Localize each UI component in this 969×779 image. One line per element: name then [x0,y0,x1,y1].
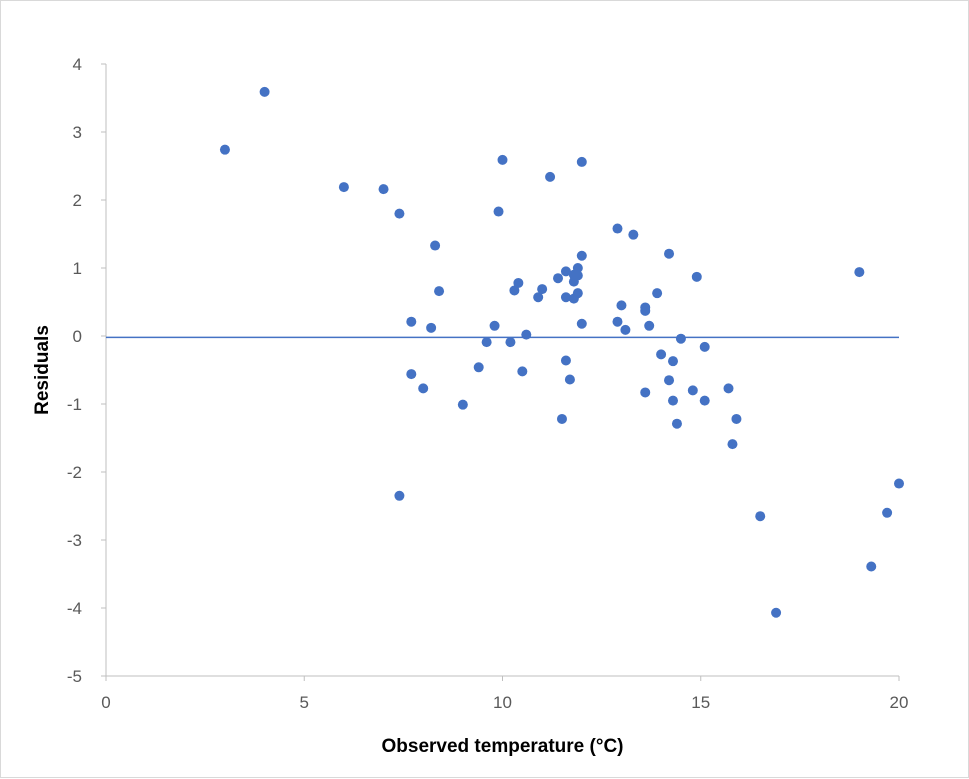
x-tick-label: 20 [890,693,909,712]
y-tick-label: 0 [73,327,82,346]
data-point [628,229,639,240]
data-point [699,341,710,352]
data-point [894,478,904,489]
y-tick-label: -1 [67,395,82,414]
data-point [537,284,548,295]
data-point [771,607,782,618]
data-point [394,490,405,501]
x-axis-title: Observed temperature (°C) [382,736,624,757]
data-point [691,271,702,282]
data-point [652,288,663,299]
data-point [560,266,571,277]
data-point [866,561,877,572]
data-point [564,374,575,385]
data-point [664,248,675,259]
data-point [517,366,528,377]
y-tick-label: -4 [67,599,82,618]
data-point [576,318,587,329]
data-point [394,208,405,219]
data-point [640,302,651,313]
data-point [699,395,710,406]
data-points [219,86,904,618]
data-point [560,292,571,303]
data-point [727,439,738,450]
data-point [556,413,567,424]
data-point [572,263,583,273]
data-point [675,333,686,344]
data-point [430,240,441,251]
y-tick-label: 1 [73,259,82,278]
y-axis-title: Residuals [32,325,53,415]
data-point [553,273,564,284]
data-point [576,156,587,167]
data-point [426,322,437,333]
x-tick-label: 10 [493,693,512,712]
data-point [533,292,544,303]
data-point [854,267,865,278]
data-point [545,171,556,182]
data-point [731,413,742,424]
data-point [406,369,417,380]
data-point [473,362,484,373]
data-point [521,329,532,340]
x-tick-label: 0 [101,693,110,712]
data-point [572,288,583,299]
axes [101,63,900,681]
data-point [509,285,520,296]
data-point [481,337,492,348]
data-point [667,356,678,367]
x-tick-label: 5 [300,693,309,712]
data-point [560,355,571,366]
data-point [664,375,675,386]
data-point [667,395,678,406]
data-point [434,286,445,297]
data-point [505,337,516,348]
data-point [406,316,417,327]
data-point [576,250,587,261]
y-tick-label: -3 [67,531,82,550]
data-point [755,511,766,522]
data-point [572,270,583,281]
data-point [612,223,623,234]
data-point [457,399,468,410]
data-point [493,206,504,217]
data-point [497,154,508,165]
data-point [671,418,682,429]
data-point [644,320,655,331]
data-point [418,383,429,394]
data-point [378,184,389,195]
y-tick-label: 3 [73,123,82,142]
y-tick-label: -5 [67,667,82,686]
data-point [656,349,667,360]
x-tick-label: 15 [691,693,710,712]
data-point [338,182,349,193]
data-point [489,320,500,331]
data-point [882,507,893,518]
data-point [259,86,270,97]
data-point [620,324,631,335]
data-point [687,385,698,396]
data-point [513,277,524,288]
data-point [219,144,230,155]
y-tick-label: 2 [73,191,82,210]
data-point [723,383,734,394]
y-tick-label: 4 [73,55,82,74]
data-point [640,387,651,398]
data-point [612,316,623,327]
data-point [616,300,627,311]
y-tick-label: -2 [67,463,82,482]
